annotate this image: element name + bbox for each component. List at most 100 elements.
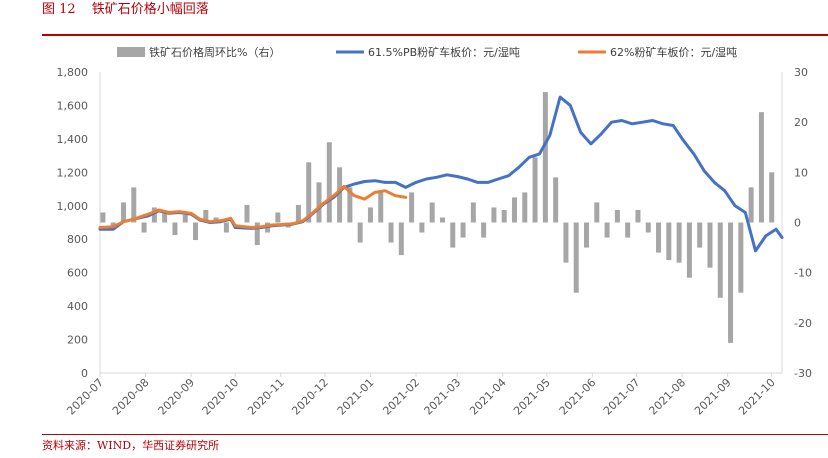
wow-change-bar xyxy=(532,157,538,223)
legend-swatch-bar xyxy=(117,47,145,57)
top-divider xyxy=(42,34,828,36)
wow-change-bar xyxy=(347,187,353,223)
wow-change-bar xyxy=(573,222,579,293)
wow-change-bar xyxy=(295,204,301,223)
y-left-tick-label: 600 xyxy=(67,267,88,280)
x-tick-label: 2020-09 xyxy=(156,376,198,418)
wow-change-bar xyxy=(419,222,425,233)
wow-change-bar xyxy=(614,209,620,223)
x-tick-label: 2021-01 xyxy=(335,376,377,418)
wow-change-bar xyxy=(357,222,363,243)
bar-series-layer xyxy=(100,92,775,343)
wow-change-bar xyxy=(275,212,281,223)
x-tick-label: 2020-07 xyxy=(64,376,106,418)
figure-title: 图 12 铁矿石价格小幅回落 xyxy=(42,0,209,20)
wow-change-bar xyxy=(182,214,188,223)
y-left-tick-label: 1,000 xyxy=(57,200,89,213)
wow-change-bar xyxy=(563,222,569,263)
y-left-tick-label: 1,800 xyxy=(57,66,89,79)
wow-change-bar xyxy=(337,167,343,223)
wow-change-bar xyxy=(100,212,106,223)
x-tick-label: 2020-12 xyxy=(289,376,331,418)
wow-change-bar xyxy=(584,222,590,248)
y-left-tick-label: 200 xyxy=(67,334,88,347)
wow-change-bar xyxy=(594,202,600,223)
x-tick-label: 2021-05 xyxy=(511,376,553,418)
wow-change-bar xyxy=(728,222,734,343)
x-tick-label: 2020-10 xyxy=(200,376,242,418)
y-left-tick-label: 800 xyxy=(67,233,88,246)
wow-change-bar xyxy=(409,192,415,223)
wow-change-bar xyxy=(110,222,116,228)
wow-change-bar xyxy=(151,207,157,223)
x-tick-label: 2021-03 xyxy=(422,376,464,418)
wow-change-bar xyxy=(656,222,662,253)
wow-change-bar xyxy=(470,202,476,223)
wow-change-bar xyxy=(326,142,332,223)
wow-change-bar xyxy=(398,222,404,256)
wow-change-bar xyxy=(748,187,754,223)
y-right-tick-label: -10 xyxy=(794,267,812,280)
wow-change-bar xyxy=(367,207,373,223)
wow-change-bar xyxy=(625,222,631,238)
wow-change-bar xyxy=(542,92,548,223)
y-left-tick-label: 400 xyxy=(67,300,88,313)
wow-change-bar xyxy=(758,112,764,223)
wow-change-bar xyxy=(666,222,672,261)
x-tick-label: 2020-11 xyxy=(245,376,287,418)
x-tick-label: 2021-09 xyxy=(692,376,734,418)
wow-change-bar xyxy=(707,222,713,268)
wow-change-bar xyxy=(511,197,517,223)
figure-caption: 铁矿石价格小幅回落 xyxy=(91,2,209,17)
y-right-tick-label: 30 xyxy=(794,66,808,79)
bottom-divider xyxy=(42,434,828,435)
wow-change-bar xyxy=(306,162,312,223)
x-tick-label: 2020-08 xyxy=(110,376,152,418)
wow-change-bar xyxy=(604,222,610,238)
wow-change-bar xyxy=(522,192,528,223)
fines-62-price-line xyxy=(98,185,408,229)
legend: 铁矿石价格周环比%（右） 61.5%PB粉矿车板价：元/湿吨 62%粉矿车板价：元/… xyxy=(117,45,737,59)
wow-change-bar xyxy=(460,222,466,238)
y-right-tick-label: -20 xyxy=(794,317,812,330)
wow-change-bar xyxy=(491,207,497,223)
y-left-tick-label: 1,600 xyxy=(57,99,89,112)
wow-change-bar xyxy=(244,204,250,223)
wow-change-bar xyxy=(254,222,260,246)
wow-change-bar xyxy=(717,222,723,298)
wow-change-bar xyxy=(121,202,127,223)
wow-change-bar xyxy=(223,222,229,233)
wow-change-bar xyxy=(429,202,435,223)
wow-change-bar xyxy=(501,209,507,223)
legend-label: 61.5%PB粉矿车板价：元/湿吨 xyxy=(368,45,520,59)
wow-change-bar xyxy=(697,222,703,248)
wow-change-bar xyxy=(439,217,445,223)
y-left-tick-label: 1,400 xyxy=(57,133,89,146)
wow-change-bar xyxy=(676,222,682,263)
y-right-tick-label: 20 xyxy=(794,116,808,129)
wow-change-bar xyxy=(738,222,744,293)
wow-change-bar xyxy=(388,222,394,243)
wow-change-bar xyxy=(162,212,168,223)
x-tick-label: 2021-06 xyxy=(557,376,599,418)
wow-change-bar xyxy=(141,222,147,233)
x-tick-label: 2021-08 xyxy=(646,376,688,418)
wow-change-bar xyxy=(203,209,209,223)
wow-change-bar xyxy=(686,222,692,278)
y-left-tick-label: 0 xyxy=(81,367,88,380)
y-right-tick-label: 0 xyxy=(794,217,801,230)
wow-change-bar xyxy=(635,209,641,223)
wow-change-bar xyxy=(378,192,384,223)
line-series-layer xyxy=(98,95,784,253)
x-tick-label: 2021-07 xyxy=(601,376,643,418)
wow-change-bar xyxy=(553,177,559,223)
legend-label: 62%粉矿车板价：元/湿吨 xyxy=(610,45,737,59)
legend-label: 铁矿石价格周环比%（右） xyxy=(149,45,280,59)
y-right-tick-label: -30 xyxy=(794,367,812,380)
wow-change-bar xyxy=(193,222,199,241)
y-right-tick-label: 10 xyxy=(794,166,808,179)
y-left-tick-label: 1,200 xyxy=(57,166,89,179)
source-note: 资料来源：WIND，华西证券研究所 xyxy=(42,439,220,452)
wow-change-bar xyxy=(131,187,137,223)
